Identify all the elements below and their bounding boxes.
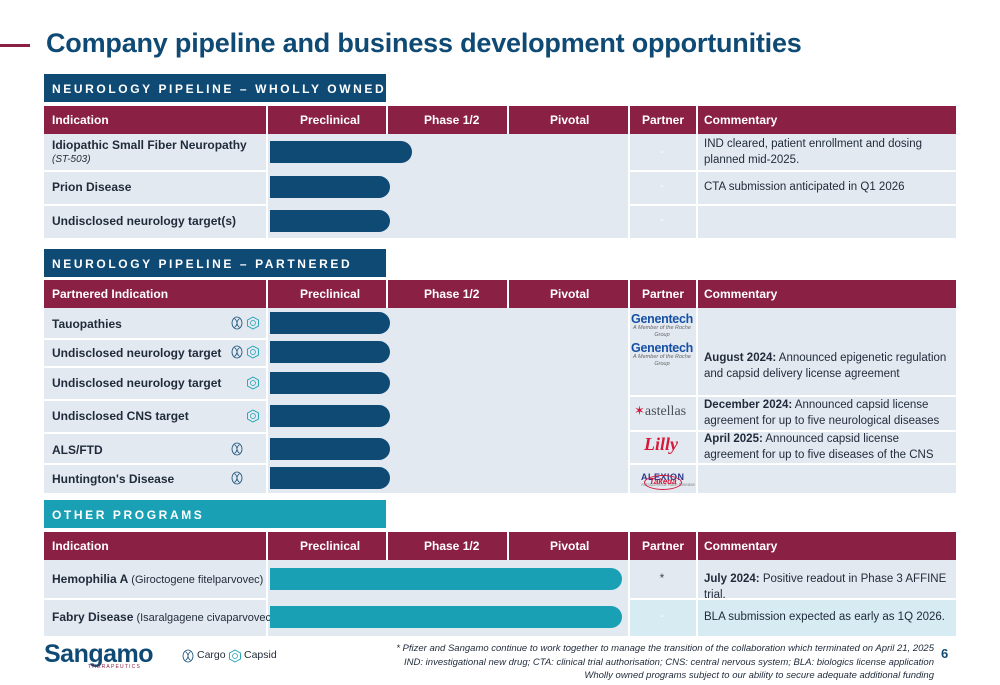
progress-bar: [270, 405, 390, 427]
footnote-line: * Pfizer and Sangamo continue to work to…: [396, 643, 934, 654]
other-programs-body: Hemophilia A (Giroctogene fitelparvovec)…: [44, 560, 956, 636]
section-banner-other: OTHER PROGRAMS: [44, 500, 386, 528]
col-header-indication: Partnered Indication: [52, 287, 169, 301]
indication-label: Fabry Disease (Isaralgagene civaparvovec…: [52, 610, 275, 624]
partner-logo-genentech: Genentech A Member of the Roche Group: [631, 341, 693, 367]
col-header-pivotal: Pivotal: [550, 287, 590, 301]
partnered-table: Partnered Indication Preclinical Phase 1…: [44, 280, 956, 493]
footnote-line: Wholly owned programs subject to our abi…: [584, 670, 934, 681]
col-header-pivotal: Pivotal: [550, 539, 590, 553]
commentary-text: IND cleared, patient enrollment and dosi…: [704, 138, 922, 166]
legend-cargo-label: Cargo: [197, 649, 226, 661]
commentary-text: August 2024: Announced epigenetic regula…: [704, 352, 947, 380]
indication-label: Prion Disease: [52, 180, 132, 194]
progress-bar: [270, 312, 390, 334]
col-header-phase: Phase 1/2: [424, 539, 480, 553]
table-header: Partnered Indication Preclinical Phase 1…: [44, 280, 956, 308]
partner-none: -: [660, 610, 664, 622]
col-header-commentary: Commentary: [704, 287, 778, 301]
col-header-partner: Partner: [642, 539, 685, 553]
col-header-phase: Phase 1/2: [424, 287, 480, 301]
col-header-preclinical: Preclinical: [300, 113, 361, 127]
col-header-pivotal: Pivotal: [550, 113, 590, 127]
col-header-phase: Phase 1/2: [424, 113, 480, 127]
sangamo-logo: Sangamo: [44, 640, 154, 668]
table-header: Indication Preclinical Phase 1/2 Pivotal…: [44, 106, 956, 134]
capsid-icon: [247, 376, 259, 390]
indication-label: Huntington's Disease: [52, 472, 175, 486]
cargo-icon: [231, 316, 243, 330]
partner-none: -: [660, 146, 664, 158]
progress-bar: [270, 606, 622, 628]
footnote-line: IND: investigational new drug; CTA: clin…: [404, 656, 934, 668]
col-header-indication: Indication: [52, 113, 109, 127]
cargo-icon: [182, 649, 194, 663]
partnered-body: Tauopathies Genentech A Member of the Roc…: [44, 308, 956, 493]
partner-none: -: [660, 214, 664, 226]
capsid-icon: [247, 316, 259, 330]
commentary-text: BLA submission expected as early as 1Q 2…: [704, 611, 946, 623]
commentary-text: December 2024: Announced capsid license …: [704, 399, 940, 427]
commentary-text: CTA submission anticipated in Q1 2026: [704, 181, 905, 193]
capsid-icon: [247, 345, 259, 359]
progress-bar: [270, 568, 622, 590]
capsid-icon: [247, 409, 259, 423]
cargo-icon: [231, 345, 243, 359]
progress-bar: [270, 141, 412, 163]
indication-label: Undisclosed CNS target: [52, 409, 189, 423]
wholly-owned-body: Idiopathic Small Fiber Neuropathy (ST-50…: [44, 134, 956, 238]
col-header-preclinical: Preclinical: [300, 287, 361, 301]
indication-label: Undisclosed neurology target: [52, 376, 222, 390]
page-title: Company pipeline and business developmen…: [46, 28, 802, 58]
partner-logo-genentech: Genentech A Member of the Roche Group: [631, 312, 693, 338]
indication-label: Undisclosed neurology target(s): [52, 214, 237, 228]
commentary-text: July 2024: Positive readout in Phase 3 A…: [704, 573, 947, 601]
other-programs-table: Indication Preclinical Phase 1/2 Pivotal…: [44, 532, 956, 636]
progress-bar: [270, 176, 390, 198]
col-header-commentary: Commentary: [704, 539, 778, 553]
cargo-icon: [231, 471, 243, 485]
progress-bar: [270, 467, 390, 489]
partner-footnote-marker: *: [659, 571, 665, 585]
section-banner-partnered: NEUROLOGY PIPELINE – PARTNERED: [44, 249, 386, 277]
col-header-partner: Partner: [642, 113, 685, 127]
col-header-preclinical: Preclinical: [300, 539, 361, 553]
cargo-icon: [231, 442, 243, 456]
indication-label: Undisclosed neurology target: [52, 346, 222, 360]
sangamo-logo-subtitle: THERAPEUTICS: [88, 664, 142, 670]
progress-bar: [270, 438, 390, 460]
progress-bar: [270, 372, 390, 394]
col-header-indication: Indication: [52, 539, 109, 553]
partner-logo-lilly: Lilly: [644, 434, 678, 454]
col-header-commentary: Commentary: [704, 113, 778, 127]
legend-capsid-label: Capsid: [244, 649, 277, 661]
footnotes: * Pfizer and Sangamo continue to work to…: [396, 642, 934, 683]
indication-label: Hemophilia A (Giroctogene fitelparvovec): [52, 572, 264, 586]
capsid-icon: [229, 649, 241, 663]
partner-logo-takeda: Takeda: [644, 475, 682, 490]
indication-label: Idiopathic Small Fiber Neuropathy: [52, 138, 247, 152]
partner-none: -: [660, 180, 664, 192]
title-accent-line: [0, 44, 30, 47]
program-code: (ST-503): [52, 154, 91, 165]
progress-bar: [270, 341, 390, 363]
col-header-partner: Partner: [642, 287, 685, 301]
table-header: Indication Preclinical Phase 1/2 Pivotal…: [44, 532, 956, 560]
indication-label: Tauopathies: [52, 317, 122, 331]
progress-bar: [270, 210, 390, 232]
page-number: 6: [941, 646, 949, 661]
indication-label: ALS/FTD: [52, 443, 103, 457]
section-banner-wholly-owned: NEUROLOGY PIPELINE – WHOLLY OWNED: [44, 74, 386, 102]
wholly-owned-table: Indication Preclinical Phase 1/2 Pivotal…: [44, 106, 956, 238]
commentary-text: April 2025: Announced capsid license agr…: [704, 433, 934, 461]
partner-logo-astellas: ✶astellas: [634, 403, 687, 419]
